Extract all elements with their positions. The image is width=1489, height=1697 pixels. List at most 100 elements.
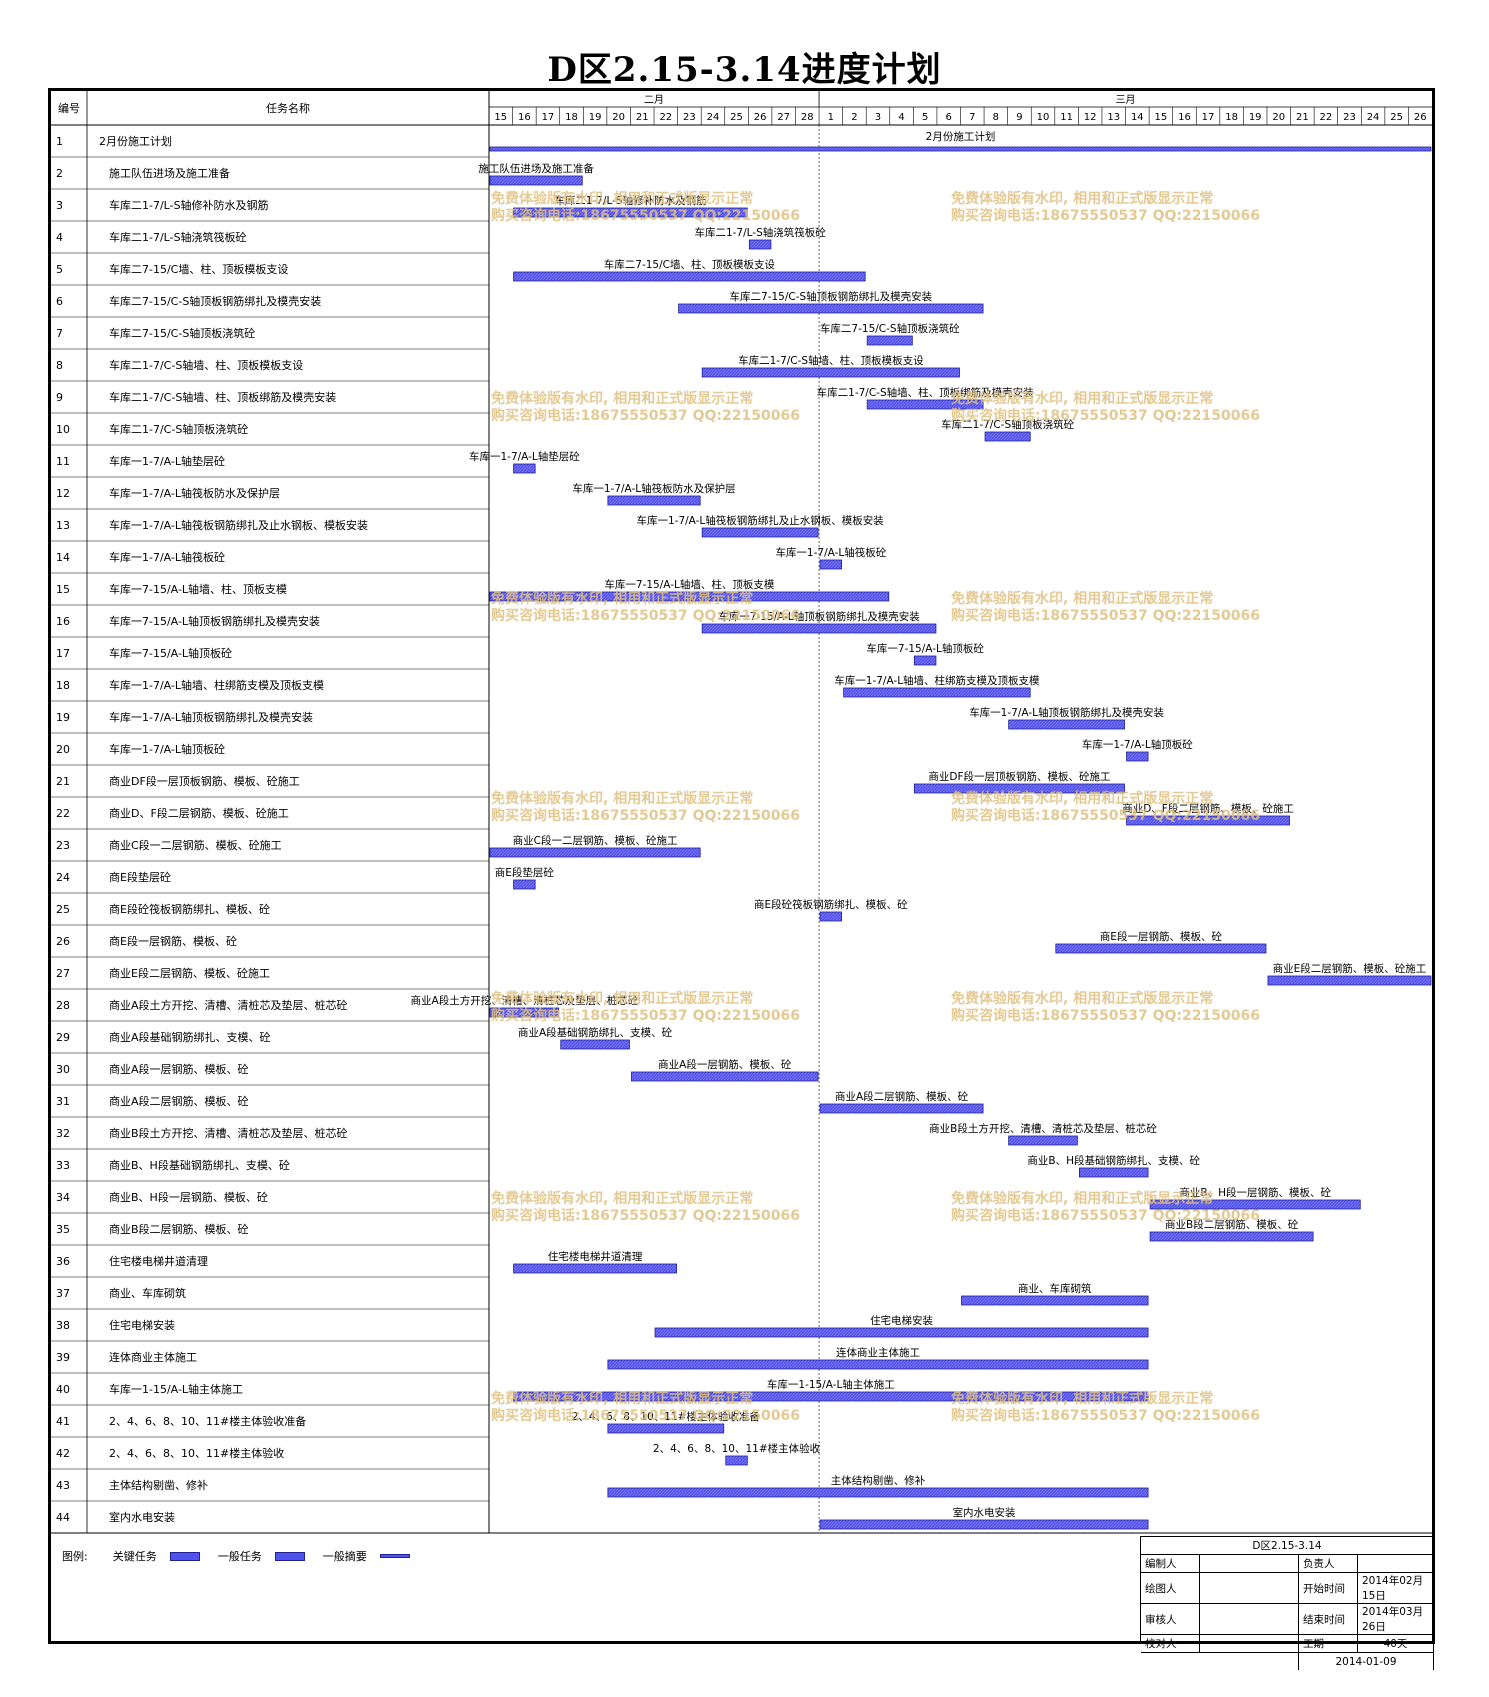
legend-swatch-critical bbox=[170, 1551, 201, 1561]
task-name: 车库二1-7/C-S轴墙、柱、顶板模板支设 bbox=[109, 358, 303, 372]
gantt-bar bbox=[1008, 1135, 1078, 1146]
bar-label: 商业、车库砌筑 bbox=[1018, 1282, 1092, 1295]
month-label: 三月 bbox=[1116, 94, 1136, 106]
bar-label: 车库二7-15/C墙、柱、顶板模板支设 bbox=[604, 258, 776, 271]
task-name: 2、4、6、8、10、11#楼主体验收 bbox=[109, 1446, 284, 1460]
task-no: 38 bbox=[56, 1319, 70, 1332]
task-name: 车库一1-7/A-L轴筏板防水及保护层 bbox=[109, 486, 280, 500]
gantt-bar bbox=[819, 559, 843, 570]
info-value bbox=[1199, 1572, 1299, 1604]
bar-label: 室内水电安装 bbox=[953, 1506, 1016, 1519]
watermark-line2: 购买咨询电话:18675550537 QQ:22150066 bbox=[491, 1407, 800, 1424]
day-label: 13 bbox=[1107, 112, 1120, 123]
info-value bbox=[1199, 1554, 1299, 1573]
gantt-bar bbox=[607, 1487, 1149, 1498]
task-name: 车库一1-7/A-L轴顶板钢筋绑扎及模壳安装 bbox=[109, 710, 313, 724]
task-no: 7 bbox=[56, 327, 63, 340]
day-label: 22 bbox=[1320, 112, 1333, 123]
day-label: 16 bbox=[1178, 112, 1191, 123]
gantt-frame: 编号 任务名称 二月 三月 15 16 17 18 19 20 21 22 23 24 25 26 27 28 1 2… bbox=[48, 88, 1435, 1644]
task-no: 42 bbox=[56, 1447, 70, 1460]
task-no: 4 bbox=[56, 231, 63, 244]
bar-label: 商业A段一层钢筋、模板、砼 bbox=[658, 1058, 792, 1071]
task-name: 车库一7-15/A-L轴顶板砼 bbox=[109, 646, 232, 660]
gantt-bar bbox=[725, 1455, 748, 1466]
task-name: 住宅楼电梯井道清理 bbox=[109, 1254, 208, 1268]
task-name: 车库一1-7/A-L轴筏板钢筋绑扎及止水钢板、模板安装 bbox=[109, 518, 368, 532]
task-no: 3 bbox=[56, 199, 63, 212]
bar-label: 车库二7-15/C-S轴顶板钢筋绑扎及模壳安装 bbox=[730, 290, 933, 303]
info-key: 审核人 bbox=[1141, 1603, 1200, 1635]
task-name: 商业A段土方开挖、清槽、清桩芯及垫层、桩芯砼 bbox=[109, 998, 348, 1012]
gantt-bar bbox=[560, 1039, 630, 1050]
bar-label: 商业B、H段基础钢筋绑扎、支模、砼 bbox=[1027, 1154, 1200, 1167]
task-no: 18 bbox=[56, 679, 70, 692]
day-label: 7 bbox=[969, 112, 975, 123]
task-no: 9 bbox=[56, 391, 63, 404]
gantt-bar bbox=[748, 239, 772, 250]
watermark-line2: 购买咨询电话:18675550537 QQ:22150066 bbox=[951, 207, 1260, 224]
task-no: 30 bbox=[56, 1063, 70, 1076]
info-key: 负责人 bbox=[1298, 1554, 1358, 1573]
task-name: 车库二1-7/C-S轴墙、柱、顶板绑筋及模壳安装 bbox=[109, 390, 336, 404]
bar-label: 住宅楼电梯井道清理 bbox=[548, 1250, 643, 1263]
task-no: 2 bbox=[56, 167, 63, 180]
task-name: 商业B、H段一层钢筋、模板、砼 bbox=[109, 1190, 268, 1204]
watermark-line1: 免费体验版有水印, 相用和正式版显示正常 bbox=[951, 990, 1213, 1007]
task-name: 商业A段基础钢筋绑扎、支模、砼 bbox=[109, 1030, 271, 1044]
watermark-line2: 购买咨询电话:18675550537 QQ:22150066 bbox=[951, 1007, 1260, 1024]
day-label: 8 bbox=[993, 112, 999, 123]
watermark-line1: 免费体验版有水印, 相用和正式版显示正常 bbox=[491, 190, 753, 207]
watermark-line2: 购买咨询电话:18675550537 QQ:22150066 bbox=[491, 407, 800, 424]
bar-label: 车库一7-15/A-L轴墙、柱、顶板支模 bbox=[604, 578, 774, 591]
day-label: 27 bbox=[777, 112, 790, 123]
watermark-line1: 免费体验版有水印, 相用和正式版显示正常 bbox=[951, 190, 1213, 207]
legend-swatch-summary bbox=[380, 1554, 411, 1558]
watermark-line2: 购买咨询电话:18675550537 QQ:22150066 bbox=[951, 1207, 1260, 1224]
task-no: 27 bbox=[56, 967, 70, 980]
gantt-bar bbox=[1126, 815, 1290, 826]
gantt-bar bbox=[607, 495, 701, 506]
task-no: 36 bbox=[56, 1255, 70, 1268]
task-no: 10 bbox=[56, 423, 70, 436]
bar-label: 商业C段一二层钢筋、模板、砼施工 bbox=[513, 834, 678, 847]
task-no: 35 bbox=[56, 1223, 70, 1236]
task-no: 29 bbox=[56, 1031, 70, 1044]
info-key: 开始时间 bbox=[1298, 1572, 1358, 1604]
gantt-bar bbox=[513, 207, 748, 218]
task-name: 车库二7-15/C墙、柱、顶板模板支设 bbox=[109, 262, 288, 276]
task-name: 2、4、6、8、10、11#楼主体验收准备 bbox=[109, 1414, 306, 1428]
day-label: 17 bbox=[542, 112, 555, 123]
task-name: 车库二7-15/C-S轴顶板钢筋绑扎及模壳安装 bbox=[109, 294, 321, 308]
task-no: 15 bbox=[56, 583, 70, 596]
day-label: 15 bbox=[494, 112, 507, 123]
task-name: 车库一7-15/A-L轴顶板钢筋绑扎及模壳安装 bbox=[109, 614, 320, 628]
day-label: 18 bbox=[1225, 112, 1238, 123]
watermark-line2: 购买咨询电话:18675550537 QQ:22150066 bbox=[951, 807, 1260, 824]
day-label: 4 bbox=[898, 112, 904, 123]
legend-swatch-normal bbox=[275, 1551, 306, 1561]
info-key: 工期 bbox=[1298, 1634, 1358, 1653]
bar-label: 商业D、F段二层钢筋、模板、砼施工 bbox=[1122, 802, 1294, 815]
bar-label: 商业B、H段一层钢筋、模板、砼 bbox=[1179, 1186, 1331, 1199]
task-name: 商业A段二层钢筋、模板、砼 bbox=[109, 1094, 249, 1108]
watermark-line1: 免费体验版有水印, 相用和正式版显示正常 bbox=[491, 1190, 753, 1207]
watermark-line1: 免费体验版有水印, 相用和正式版显示正常 bbox=[491, 990, 753, 1007]
bar-label: 商E段一层钢筋、模板、砼 bbox=[1100, 930, 1223, 943]
gantt-bar bbox=[961, 1295, 1149, 1306]
gantt-bar bbox=[1149, 1231, 1314, 1242]
gantt-bar bbox=[913, 783, 1125, 794]
gantt-bar bbox=[513, 879, 536, 890]
day-label: 17 bbox=[1202, 112, 1215, 123]
column-header-name: 任务名称 bbox=[266, 101, 310, 115]
gantt-bar bbox=[678, 303, 984, 314]
gantt-bar bbox=[1149, 1199, 1361, 1210]
bar-label: 车库二1-7/C-S轴墙、柱、顶板模板支设 bbox=[738, 354, 924, 367]
task-no: 23 bbox=[56, 839, 70, 852]
watermark-line1: 免费体验版有水印, 相用和正式版显示正常 bbox=[951, 790, 1213, 807]
task-name: 商业C段一二层钢筋、模板、砼施工 bbox=[109, 838, 282, 852]
task-no: 6 bbox=[56, 295, 63, 308]
task-name: 车库二1-7/L-S轴浇筑筏板砼 bbox=[109, 230, 247, 244]
watermark-line2: 购买咨询电话:18675550537 QQ:22150066 bbox=[951, 407, 1260, 424]
